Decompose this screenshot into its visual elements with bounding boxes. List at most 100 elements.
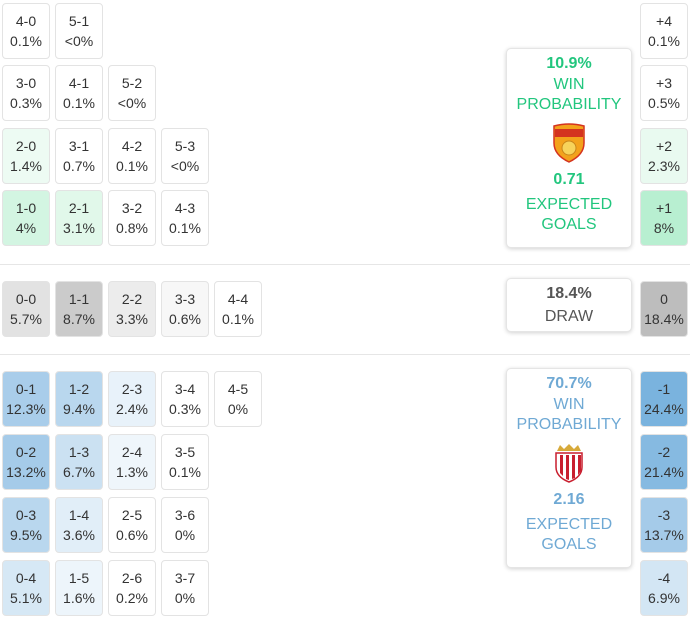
scoreline-label: 4-3 [174,200,196,216]
scoreline-probability: 0.6% [169,311,201,327]
scoreline-label: 3-6 [174,507,196,523]
margin-label: +2 [656,138,672,154]
scoreline-probability: 3.3% [116,311,148,327]
draw-label: DRAW [544,308,594,325]
scoreline-cell: 3-5 0.1% [161,434,209,490]
margin-cell: +2 2.3% [640,128,688,184]
margin-probability: 0.5% [648,95,680,111]
scoreline-label: 3-7 [174,570,196,586]
scoreline-cell: 4-4 0.1% [214,281,262,337]
scoreline-label: 3-1 [68,138,90,154]
scoreline-label: 0-1 [15,381,37,397]
scoreline-probability: 0.6% [116,527,148,543]
scoreline-probability: 8.7% [63,311,95,327]
scoreline-cell: 0-1 12.3% [2,371,50,427]
scoreline-label: 1-4 [68,507,90,523]
goals-label: GOALS [541,216,597,233]
scoreline-label: 4-2 [121,138,143,154]
scoreline-label: 1-1 [68,291,90,307]
margin-label: -4 [657,570,671,586]
draw-card: 18.4% DRAW [506,278,632,332]
scoreline-cell: 0-2 13.2% [2,434,50,490]
section-divider [0,264,690,265]
scoreline-probability: 5.7% [10,311,42,327]
scoreline-cell: 0-4 5.1% [2,560,50,616]
scoreline-label: 2-3 [121,381,143,397]
scoreline-probability: 2.4% [116,401,148,417]
scoreline-probability: <0% [170,158,200,174]
home-win-probability: 10.9% [546,55,592,72]
scoreline-probability: 0.1% [116,158,148,174]
margin-cell: +4 0.1% [640,3,688,59]
scoreline-probability: 0% [174,527,196,543]
scoreline-probability: 13.2% [6,464,46,480]
scoreline-cell: 5-3 <0% [161,128,209,184]
scoreline-label: 0-4 [15,570,37,586]
scoreline-cell: 1-2 9.4% [55,371,103,427]
margin-cell: +1 8% [640,190,688,246]
margin-cell: -1 24.4% [640,371,688,427]
margin-probability: 21.4% [644,464,684,480]
scoreline-label: 4-5 [227,381,249,397]
scoreline-probability: 0.3% [10,95,42,111]
scoreline-cell: 1-0 4% [2,190,50,246]
margin-probability: 24.4% [644,401,684,417]
scoreline-cell: 2-6 0.2% [108,560,156,616]
scoreline-probability: 0.1% [169,464,201,480]
scoreline-cell: 1-1 8.7% [55,281,103,337]
margin-cell: +3 0.5% [640,65,688,121]
margin-label: 0 [660,291,668,307]
scoreline-probability: 0.2% [116,590,148,606]
scoreline-probability: 5.1% [10,590,42,606]
scoreline-probability: 1.6% [63,590,95,606]
scoreline-probability: 0.1% [10,33,42,49]
margin-probability: 0.1% [648,33,680,49]
margin-probability: 8% [653,220,675,236]
expected-label: EXPECTED [525,516,613,533]
away-win-probability: 70.7% [546,375,592,392]
margin-cell: -2 21.4% [640,434,688,490]
home-expected-goals: 0.71 [553,171,585,188]
scoreline-label: 2-0 [15,138,37,154]
probability-label: PROBABILITY [516,96,622,113]
scoreline-label: 1-2 [68,381,90,397]
away-team-card: 70.7% WIN PROBABILITY 2.16 EXPECTED GOAL… [506,368,632,568]
draw-probability: 18.4% [546,285,592,302]
scoreline-cell: 3-4 0.3% [161,371,209,427]
scoreline-cell: 3-0 0.3% [2,65,50,121]
scoreline-cell: 2-3 2.4% [108,371,156,427]
scoreline-label: 5-1 [68,13,90,29]
expected-label: EXPECTED [525,196,613,213]
margin-label: +4 [656,13,672,29]
scoreline-probability: 0% [174,590,196,606]
scoreline-label: 1-5 [68,570,90,586]
scoreline-probability: 0.8% [116,220,148,236]
scoreline-cell: 3-3 0.6% [161,281,209,337]
scoreline-probability: 9.4% [63,401,95,417]
scoreline-label: 0-0 [15,291,37,307]
scoreline-probability: 0.3% [169,401,201,417]
scoreline-probability: 0.7% [63,158,95,174]
scoreline-probability: 0.1% [222,311,254,327]
scoreline-cell: 4-5 0% [214,371,262,427]
scoreline-cell: 2-1 3.1% [55,190,103,246]
scoreline-label: 3-3 [174,291,196,307]
scoreline-probability: 6.7% [63,464,95,480]
scoreline-cell: 1-5 1.6% [55,560,103,616]
scoreline-label: 3-2 [121,200,143,216]
scoreline-cell: 2-5 0.6% [108,497,156,553]
scoreline-cell: 5-1 <0% [55,3,103,59]
scoreline-probability: <0% [117,95,147,111]
scoreline-label: 2-5 [121,507,143,523]
scoreline-label: 4-4 [227,291,249,307]
home-team-card: 10.9% WIN PROBABILITY 0.71 EXPECTED GOAL… [506,48,632,248]
scoreline-cell: 5-2 <0% [108,65,156,121]
scoreline-probability: 4% [15,220,37,236]
scoreline-label: 0-2 [15,444,37,460]
margin-label: +3 [656,75,672,91]
scoreline-label: 0-3 [15,507,37,523]
scoreline-label: 3-0 [15,75,37,91]
goals-label: GOALS [541,536,597,553]
scoreline-cell: 4-0 0.1% [2,3,50,59]
scoreline-cell: 1-4 3.6% [55,497,103,553]
